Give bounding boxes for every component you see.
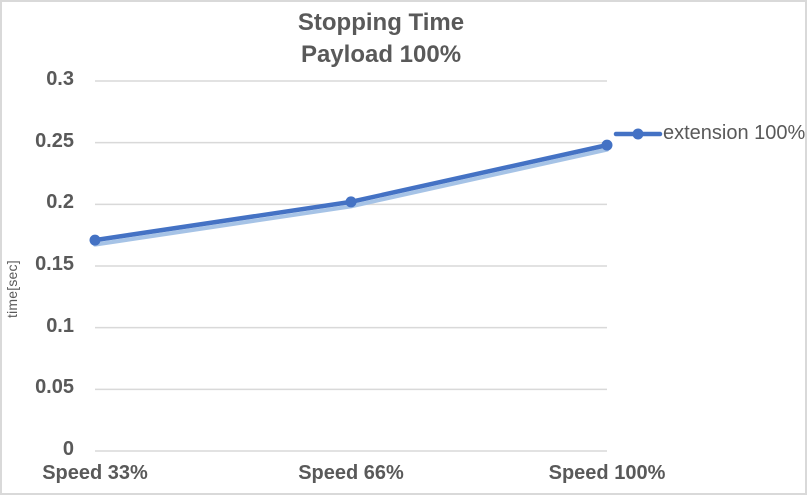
chart-title-line2: Payload 100% xyxy=(300,41,462,68)
chart-title: Stopping Time Payload 100% xyxy=(0,7,762,71)
data-point-marker xyxy=(345,196,357,208)
x-axis-label: Speed 66% xyxy=(298,462,404,484)
y-tick-label: 0.2 xyxy=(46,191,74,214)
y-tick-label: 0.15 xyxy=(35,253,74,275)
legend-label: extension 100% xyxy=(663,122,806,144)
y-tick-label: 0.1 xyxy=(46,314,74,337)
y-tick-label: 0.25 xyxy=(35,129,74,152)
y-tick-label: 0.3 xyxy=(46,68,74,90)
y-tick-label: 0.05 xyxy=(35,376,74,399)
chart-title-line1: Stopping Time xyxy=(297,9,465,36)
series-line xyxy=(92,142,610,243)
data-point-marker xyxy=(601,139,613,151)
data-point-marker xyxy=(89,234,101,246)
x-axis-label: Speed 33% xyxy=(42,462,148,484)
x-axis-label: Speed 100% xyxy=(548,462,666,484)
y-tick-label: 0 xyxy=(62,438,74,460)
legend-marker-dot xyxy=(632,128,644,140)
